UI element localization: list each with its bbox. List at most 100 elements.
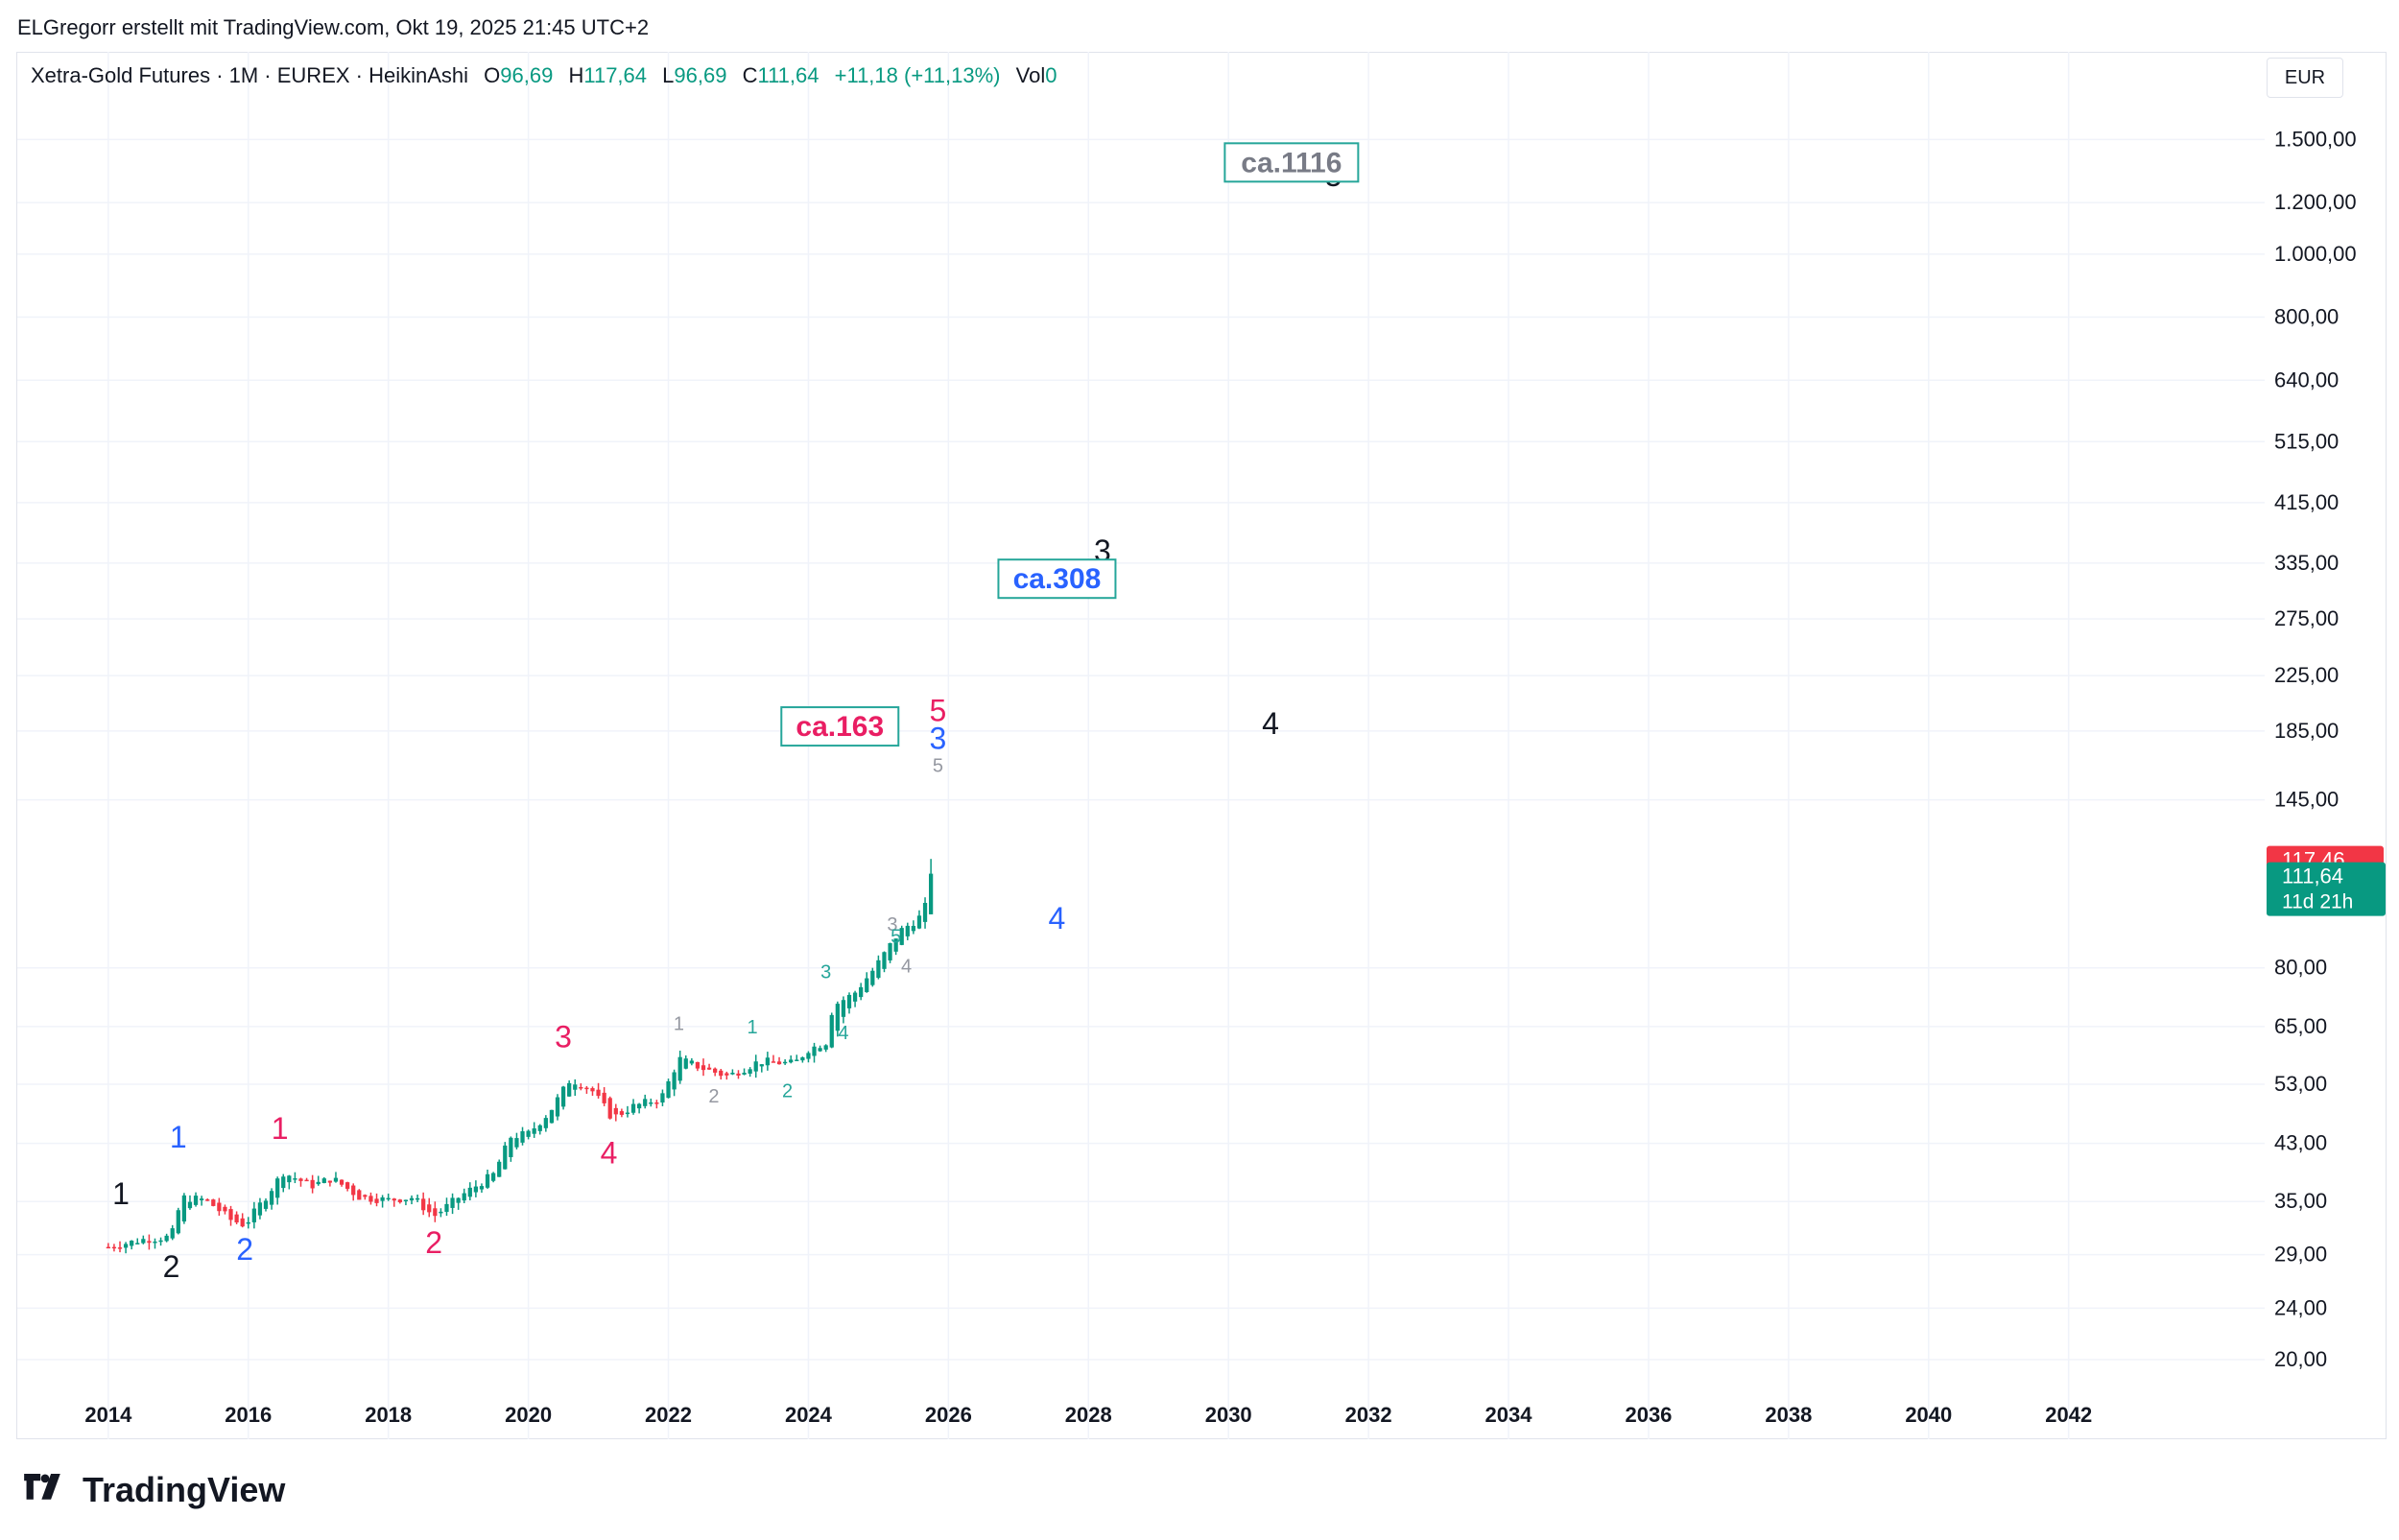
time-tick-label: 2030: [1205, 1403, 1252, 1427]
candle-body: [462, 1193, 466, 1201]
wave-label: 5: [930, 694, 947, 728]
currency-button[interactable]: EUR: [2267, 58, 2343, 98]
wave-label: 2: [425, 1225, 442, 1260]
candle-body: [176, 1210, 180, 1234]
candle-body: [835, 1004, 840, 1031]
vol-value: 0: [1045, 63, 1057, 87]
high-value: 117,64: [583, 63, 648, 87]
candle-body: [153, 1241, 157, 1244]
candle-body: [409, 1197, 415, 1201]
candle-body: [344, 1182, 350, 1189]
candle-body: [590, 1088, 595, 1092]
time-axis[interactable]: 2014 2016 2018 2020 2022 2024 2026 2028 2030 2032…: [84, 1403, 2092, 1427]
close-label: C: [742, 63, 758, 87]
wave-label: 1: [748, 1017, 758, 1038]
candle-body: [123, 1244, 129, 1248]
candle-body: [257, 1202, 263, 1216]
time-tick-label: 2036: [1625, 1403, 1672, 1427]
high-label: H: [568, 63, 584, 87]
candle-body: [689, 1060, 694, 1064]
grid-lines: [17, 52, 2265, 1439]
symbol-name[interactable]: Xetra-Gold Futures · 1M · EUREX · Heikin…: [31, 63, 469, 87]
candle-body: [567, 1082, 572, 1097]
candle-body: [649, 1102, 653, 1104]
candle-body: [170, 1228, 175, 1239]
candle-body: [823, 1045, 828, 1050]
price-tick-label: 29,00: [2274, 1243, 2327, 1267]
candle-body: [882, 952, 887, 969]
price-axis[interactable]: 1.500,00 1.200,00 1.000,00 800,00 640,00 515,…: [2274, 127, 2357, 1371]
candle-body: [386, 1197, 391, 1200]
candle-body: [916, 915, 922, 929]
candle-body: [397, 1199, 402, 1203]
target-label: ca.163: [796, 711, 884, 743]
open-value: 96,69: [500, 63, 554, 87]
wave-label: 5: [891, 927, 901, 948]
candle-body: [841, 1000, 846, 1017]
candle-body: [181, 1195, 187, 1222]
candle-body: [579, 1086, 583, 1089]
wave-label: 2: [163, 1249, 180, 1284]
candle-body: [630, 1103, 636, 1113]
price-tick-label: 145,00: [2274, 788, 2339, 812]
candle-body: [164, 1235, 169, 1242]
candle-body: [240, 1218, 245, 1227]
candle-body: [193, 1196, 199, 1205]
candle-body: [619, 1111, 625, 1115]
time-tick-label: 2034: [1485, 1403, 1533, 1427]
wave-label: 1: [272, 1111, 289, 1146]
candle-body: [643, 1099, 648, 1106]
candle-body: [742, 1073, 747, 1075]
bar-countdown-text: 11d 21h: [2282, 891, 2353, 913]
wave-label: 2: [782, 1081, 793, 1102]
candle-body: [327, 1180, 333, 1183]
candle-body: [537, 1125, 542, 1131]
candle-body: [514, 1138, 519, 1148]
wave-label: 4: [901, 957, 912, 978]
candle-body: [357, 1190, 362, 1200]
brand-name: TradingView: [83, 1470, 286, 1509]
candle-body: [415, 1197, 420, 1200]
candle-body: [275, 1178, 280, 1198]
wave-label: 4: [601, 1136, 618, 1171]
wave-label: 4: [1049, 901, 1066, 936]
chart-frame[interactable]: [16, 52, 2387, 1439]
target-box: [1223, 142, 1360, 183]
wave-annotations: 1212123412123435453543545ca.163ca.308ca.…: [112, 142, 1360, 1284]
candle-body: [368, 1196, 373, 1202]
candle-body: [560, 1086, 566, 1107]
chart-attribution: ELGregorr erstellt mit TradingView.com, …: [17, 15, 650, 39]
candle-body: [520, 1131, 525, 1143]
symbol-legend[interactable]: Xetra-Gold Futures · 1M · EUREX · Heikin…: [31, 63, 1057, 88]
candle-body: [298, 1178, 303, 1181]
candle-body: [596, 1089, 601, 1097]
close-value: 111,64: [757, 63, 819, 87]
price-tick-label: 275,00: [2274, 606, 2339, 630]
candle-body: [905, 925, 910, 936]
price-tick-label: 53,00: [2274, 1072, 2327, 1096]
price-tick-label: 1.000,00: [2274, 242, 2357, 266]
candle-body: [228, 1209, 233, 1220]
price-tick-label: 1.500,00: [2274, 127, 2357, 151]
candle-body: [846, 994, 852, 1008]
candle-body: [753, 1061, 758, 1072]
candle-body: [380, 1196, 385, 1201]
candle-body: [876, 960, 881, 979]
candle-body: [339, 1179, 344, 1185]
candle-body: [316, 1181, 321, 1185]
candle-body: [187, 1201, 193, 1209]
target-label: ca.308: [1013, 563, 1102, 595]
candle-body: [293, 1178, 297, 1180]
candle-body: [899, 928, 904, 945]
candle-body: [321, 1178, 326, 1183]
candle-body: [532, 1128, 536, 1134]
candle-body: [304, 1179, 309, 1182]
candle-body: [695, 1061, 701, 1069]
tradingview-logo-icon: [24, 1474, 60, 1500]
candle-body: [625, 1112, 630, 1115]
tradingview-logo[interactable]: TradingView: [17, 1470, 285, 1510]
candle-body: [613, 1107, 618, 1115]
candle-body: [456, 1197, 461, 1203]
candle-body: [287, 1175, 292, 1183]
